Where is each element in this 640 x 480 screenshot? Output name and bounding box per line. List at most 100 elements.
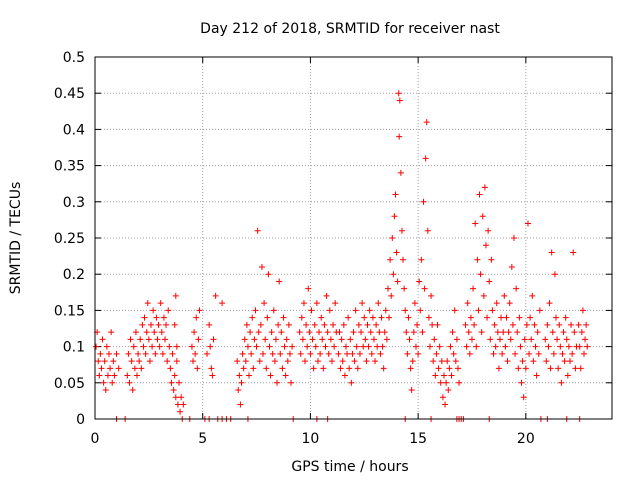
data-point	[507, 336, 514, 343]
data-point	[466, 350, 473, 357]
data-point	[482, 242, 489, 249]
data-point	[302, 358, 309, 365]
data-point	[140, 343, 147, 350]
data-point	[204, 350, 211, 357]
data-point	[422, 155, 429, 162]
data-point	[190, 358, 197, 365]
data-point	[548, 249, 555, 256]
data-point	[173, 343, 180, 350]
x-tick-label: 5	[198, 431, 207, 447]
data-point	[146, 358, 153, 365]
data-point	[261, 300, 268, 307]
data-point	[241, 336, 248, 343]
data-point	[281, 343, 288, 350]
data-point	[111, 372, 118, 379]
data-point	[362, 336, 369, 343]
data-point	[256, 358, 263, 365]
data-point	[345, 314, 352, 321]
data-point	[521, 336, 528, 343]
data-point	[235, 387, 242, 394]
data-point	[381, 329, 388, 336]
data-point	[270, 307, 277, 314]
data-point	[131, 365, 138, 372]
data-point	[144, 300, 151, 307]
data-point	[501, 292, 508, 299]
data-point	[468, 336, 475, 343]
data-point	[300, 300, 307, 307]
data-point	[352, 307, 359, 314]
data-point	[130, 343, 137, 350]
data-point	[508, 263, 515, 270]
data-point	[377, 350, 384, 357]
data-point	[253, 343, 260, 350]
data-point	[341, 372, 348, 379]
y-tick-label: 0.5	[63, 50, 85, 66]
data-point	[439, 394, 446, 401]
data-point	[104, 372, 111, 379]
data-point	[389, 235, 396, 241]
x-tick-label: 10	[302, 431, 320, 447]
data-point	[166, 343, 173, 350]
data-point	[195, 336, 202, 343]
data-point	[274, 379, 281, 386]
data-point	[566, 358, 573, 365]
data-point	[110, 358, 117, 365]
data-point	[159, 350, 166, 357]
data-point	[390, 271, 397, 278]
data-point	[562, 314, 569, 321]
data-point	[554, 336, 561, 343]
data-point	[257, 321, 264, 328]
data-point	[171, 372, 178, 379]
data-point	[536, 307, 543, 314]
data-point	[485, 227, 492, 234]
data-point	[151, 329, 158, 336]
data-point	[255, 329, 262, 336]
y-tick-label: 0.2	[63, 267, 85, 283]
data-point	[244, 343, 251, 350]
data-point	[208, 365, 215, 372]
y-tick-label: 0	[76, 412, 85, 428]
data-point	[481, 184, 488, 191]
data-point	[432, 372, 439, 379]
data-point	[527, 314, 534, 321]
data-point	[395, 90, 402, 97]
data-point	[276, 278, 283, 285]
data-point	[474, 256, 481, 263]
data-point	[529, 292, 536, 299]
data-point	[163, 321, 170, 328]
data-point	[278, 329, 285, 336]
data-point	[510, 235, 517, 241]
data-point	[372, 358, 379, 365]
data-point	[411, 300, 418, 307]
data-point	[438, 358, 445, 365]
data-point	[316, 329, 323, 336]
data-point	[453, 336, 460, 343]
data-point	[152, 350, 159, 357]
data-point	[289, 343, 296, 350]
data-point	[489, 307, 496, 314]
data-point	[98, 365, 105, 372]
data-point	[424, 227, 431, 234]
data-point	[172, 292, 179, 299]
data-point	[516, 314, 523, 321]
data-point	[180, 401, 187, 408]
data-point	[176, 379, 183, 386]
data-point	[448, 372, 455, 379]
data-point	[260, 350, 267, 357]
data-point	[124, 372, 131, 379]
data-point	[145, 336, 152, 343]
data-point	[296, 329, 303, 336]
data-point	[449, 329, 456, 336]
data-point	[368, 350, 375, 357]
data-point	[347, 336, 354, 343]
data-point	[454, 365, 461, 372]
data-point	[238, 379, 245, 386]
data-point	[317, 350, 324, 357]
data-point	[414, 321, 421, 328]
data-point	[100, 379, 107, 386]
data-point	[254, 227, 261, 234]
data-point	[279, 365, 286, 372]
data-point	[426, 343, 433, 350]
data-point	[282, 372, 289, 379]
data-point	[410, 329, 417, 336]
